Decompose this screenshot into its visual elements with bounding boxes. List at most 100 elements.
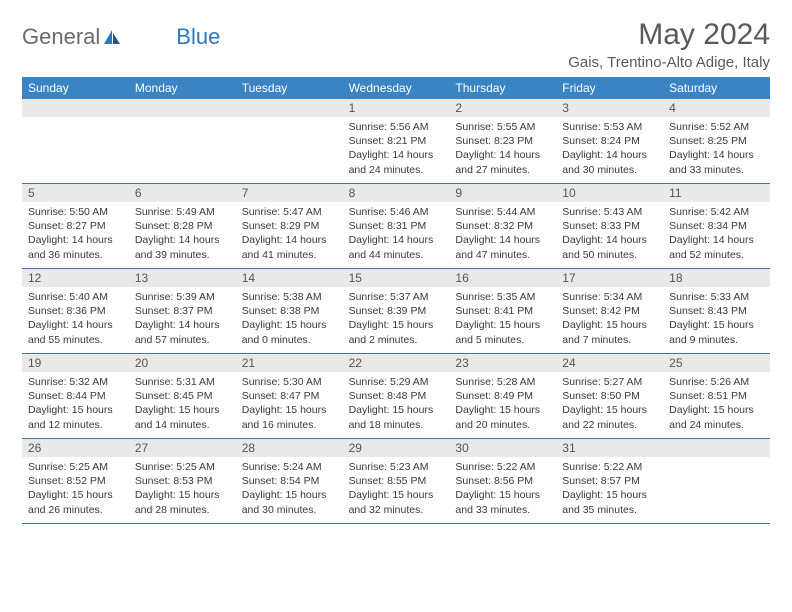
day-number: 5	[22, 184, 129, 202]
day-number: 27	[129, 439, 236, 457]
sunset-text: Sunset: 8:55 PM	[349, 474, 444, 488]
sunrise-text: Sunrise: 5:26 AM	[669, 375, 764, 389]
day-content: Sunrise: 5:31 AMSunset: 8:45 PMDaylight:…	[129, 372, 236, 438]
sunrise-text: Sunrise: 5:25 AM	[28, 460, 123, 474]
sunset-text: Sunset: 8:37 PM	[135, 304, 230, 318]
sunset-text: Sunset: 8:57 PM	[562, 474, 657, 488]
sunset-text: Sunset: 8:25 PM	[669, 134, 764, 148]
week-row: 12Sunrise: 5:40 AMSunset: 8:36 PMDayligh…	[22, 269, 770, 354]
sunrise-text: Sunrise: 5:28 AM	[455, 375, 550, 389]
day-cell: 28Sunrise: 5:24 AMSunset: 8:54 PMDayligh…	[236, 439, 343, 523]
daylight-text: Daylight: 15 hours and 5 minutes.	[455, 318, 550, 346]
day-cell: 29Sunrise: 5:23 AMSunset: 8:55 PMDayligh…	[343, 439, 450, 523]
day-number: 1	[343, 99, 450, 117]
sunset-text: Sunset: 8:53 PM	[135, 474, 230, 488]
sunset-text: Sunset: 8:49 PM	[455, 389, 550, 403]
day-number: 31	[556, 439, 663, 457]
sunrise-text: Sunrise: 5:49 AM	[135, 205, 230, 219]
day-content: Sunrise: 5:39 AMSunset: 8:37 PMDaylight:…	[129, 287, 236, 353]
day-cell: 1Sunrise: 5:56 AMSunset: 8:21 PMDaylight…	[343, 99, 450, 183]
sunset-text: Sunset: 8:45 PM	[135, 389, 230, 403]
day-number: 12	[22, 269, 129, 287]
day-cell	[663, 439, 770, 523]
day-number: 24	[556, 354, 663, 372]
day-content: Sunrise: 5:44 AMSunset: 8:32 PMDaylight:…	[449, 202, 556, 268]
day-cell: 30Sunrise: 5:22 AMSunset: 8:56 PMDayligh…	[449, 439, 556, 523]
dow-sunday: Sunday	[22, 77, 129, 99]
sunrise-text: Sunrise: 5:33 AM	[669, 290, 764, 304]
day-cell: 13Sunrise: 5:39 AMSunset: 8:37 PMDayligh…	[129, 269, 236, 353]
day-cell: 10Sunrise: 5:43 AMSunset: 8:33 PMDayligh…	[556, 184, 663, 268]
sunset-text: Sunset: 8:56 PM	[455, 474, 550, 488]
day-cell: 23Sunrise: 5:28 AMSunset: 8:49 PMDayligh…	[449, 354, 556, 438]
dow-wednesday: Wednesday	[343, 77, 450, 99]
sunrise-text: Sunrise: 5:53 AM	[562, 120, 657, 134]
day-number	[22, 99, 129, 117]
sunset-text: Sunset: 8:33 PM	[562, 219, 657, 233]
day-cell	[236, 99, 343, 183]
dow-monday: Monday	[129, 77, 236, 99]
sunrise-text: Sunrise: 5:30 AM	[242, 375, 337, 389]
day-cell: 19Sunrise: 5:32 AMSunset: 8:44 PMDayligh…	[22, 354, 129, 438]
day-number	[663, 439, 770, 457]
day-content: Sunrise: 5:30 AMSunset: 8:47 PMDaylight:…	[236, 372, 343, 438]
day-cell: 26Sunrise: 5:25 AMSunset: 8:52 PMDayligh…	[22, 439, 129, 523]
sunset-text: Sunset: 8:39 PM	[349, 304, 444, 318]
daylight-text: Daylight: 15 hours and 30 minutes.	[242, 488, 337, 516]
sunrise-text: Sunrise: 5:44 AM	[455, 205, 550, 219]
daylight-text: Daylight: 15 hours and 22 minutes.	[562, 403, 657, 431]
daylight-text: Daylight: 15 hours and 7 minutes.	[562, 318, 657, 346]
daylight-text: Daylight: 14 hours and 30 minutes.	[562, 148, 657, 176]
sunset-text: Sunset: 8:43 PM	[669, 304, 764, 318]
day-number: 15	[343, 269, 450, 287]
week-row: 5Sunrise: 5:50 AMSunset: 8:27 PMDaylight…	[22, 184, 770, 269]
sunset-text: Sunset: 8:31 PM	[349, 219, 444, 233]
daylight-text: Daylight: 15 hours and 20 minutes.	[455, 403, 550, 431]
day-content: Sunrise: 5:28 AMSunset: 8:49 PMDaylight:…	[449, 372, 556, 438]
daylight-text: Daylight: 15 hours and 35 minutes.	[562, 488, 657, 516]
sunrise-text: Sunrise: 5:22 AM	[455, 460, 550, 474]
sunset-text: Sunset: 8:32 PM	[455, 219, 550, 233]
day-number: 11	[663, 184, 770, 202]
day-number: 4	[663, 99, 770, 117]
day-content: Sunrise: 5:38 AMSunset: 8:38 PMDaylight:…	[236, 287, 343, 353]
sunrise-text: Sunrise: 5:47 AM	[242, 205, 337, 219]
day-number: 30	[449, 439, 556, 457]
sunset-text: Sunset: 8:41 PM	[455, 304, 550, 318]
day-cell: 17Sunrise: 5:34 AMSunset: 8:42 PMDayligh…	[556, 269, 663, 353]
day-number: 23	[449, 354, 556, 372]
day-cell: 6Sunrise: 5:49 AMSunset: 8:28 PMDaylight…	[129, 184, 236, 268]
day-number	[236, 99, 343, 117]
day-number: 7	[236, 184, 343, 202]
sunrise-text: Sunrise: 5:22 AM	[562, 460, 657, 474]
day-cell: 2Sunrise: 5:55 AMSunset: 8:23 PMDaylight…	[449, 99, 556, 183]
sunrise-text: Sunrise: 5:39 AM	[135, 290, 230, 304]
sunrise-text: Sunrise: 5:42 AM	[669, 205, 764, 219]
sunrise-text: Sunrise: 5:34 AM	[562, 290, 657, 304]
sunrise-text: Sunrise: 5:55 AM	[455, 120, 550, 134]
day-content: Sunrise: 5:42 AMSunset: 8:34 PMDaylight:…	[663, 202, 770, 268]
day-content: Sunrise: 5:22 AMSunset: 8:57 PMDaylight:…	[556, 457, 663, 523]
sunset-text: Sunset: 8:38 PM	[242, 304, 337, 318]
daylight-text: Daylight: 15 hours and 18 minutes.	[349, 403, 444, 431]
day-number: 25	[663, 354, 770, 372]
sunset-text: Sunset: 8:54 PM	[242, 474, 337, 488]
daylight-text: Daylight: 14 hours and 24 minutes.	[349, 148, 444, 176]
daylight-text: Daylight: 15 hours and 32 minutes.	[349, 488, 444, 516]
sunset-text: Sunset: 8:52 PM	[28, 474, 123, 488]
weeks-container: 1Sunrise: 5:56 AMSunset: 8:21 PMDaylight…	[22, 99, 770, 524]
day-number: 22	[343, 354, 450, 372]
sunrise-text: Sunrise: 5:50 AM	[28, 205, 123, 219]
day-cell: 11Sunrise: 5:42 AMSunset: 8:34 PMDayligh…	[663, 184, 770, 268]
daylight-text: Daylight: 14 hours and 52 minutes.	[669, 233, 764, 261]
sunrise-text: Sunrise: 5:56 AM	[349, 120, 444, 134]
day-content: Sunrise: 5:22 AMSunset: 8:56 PMDaylight:…	[449, 457, 556, 523]
dow-thursday: Thursday	[449, 77, 556, 99]
day-cell: 16Sunrise: 5:35 AMSunset: 8:41 PMDayligh…	[449, 269, 556, 353]
day-content: Sunrise: 5:34 AMSunset: 8:42 PMDaylight:…	[556, 287, 663, 353]
daylight-text: Daylight: 14 hours and 50 minutes.	[562, 233, 657, 261]
daylight-text: Daylight: 15 hours and 26 minutes.	[28, 488, 123, 516]
day-cell: 4Sunrise: 5:52 AMSunset: 8:25 PMDaylight…	[663, 99, 770, 183]
dow-tuesday: Tuesday	[236, 77, 343, 99]
sunset-text: Sunset: 8:24 PM	[562, 134, 657, 148]
